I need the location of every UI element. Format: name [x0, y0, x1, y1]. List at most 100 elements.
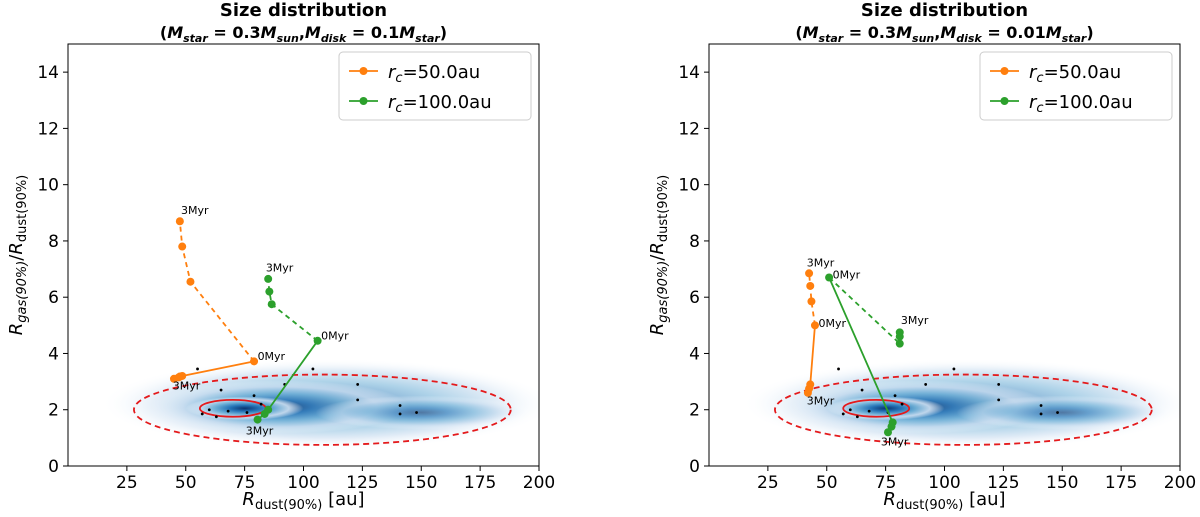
left-y-tick-label-12: 12 [37, 119, 59, 139]
left-data-dot-11 [200, 412, 204, 416]
left-green-dashed-line [267, 278, 319, 342]
right-x-tick-label-100: 100 [928, 473, 960, 493]
left-legend: rc=50.0au rc=100.0au [338, 51, 532, 121]
right-green-dashed-point-2 [895, 328, 904, 337]
left-green-dashed-point-1 [265, 287, 274, 296]
left-x-tick-label-175: 175 [464, 473, 496, 493]
right-y-tick-label-2: 2 [689, 401, 700, 421]
left-green-dashed-point-0 [267, 300, 276, 309]
right-green-dashed-line [828, 276, 901, 346]
right-orange-point-0 [810, 321, 819, 330]
left-y-tick-label-14: 14 [37, 63, 59, 83]
right-y-tick-label-6: 6 [689, 288, 700, 308]
left-data-dot-15 [311, 367, 315, 371]
right-x-tick-label-75: 75 [875, 473, 897, 493]
left-data-dot-13 [245, 411, 249, 414]
left-legend-marker-green [359, 97, 368, 105]
left-x-tick-label-100: 100 [287, 473, 319, 493]
left-y-tick-label-0: 0 [48, 457, 59, 477]
right-contour-solid [842, 398, 911, 418]
left-x-tick-label-75: 75 [234, 473, 256, 493]
right-data-dot-4 [997, 383, 1001, 386]
right-x-tick-label-50: 50 [816, 473, 838, 493]
right-data-dot-0 [837, 367, 840, 371]
right-y-tick-label-8: 8 [689, 232, 700, 252]
right-data-dot-2 [893, 394, 897, 398]
right-contour-dashed [774, 373, 1153, 446]
left-legend-label-green: rc=100.0au [388, 92, 492, 116]
left-orange-point-4 [175, 372, 184, 381]
left-x-tick-label-200: 200 [523, 473, 555, 493]
left-green-annotation-2: 3Myr [266, 261, 294, 274]
right-data-dot-1 [860, 388, 864, 392]
right-y-tick-label-12: 12 [678, 119, 700, 139]
left-green-point-2 [260, 409, 269, 418]
right-x-axis-label: Rdust(90%) [au] [883, 489, 1005, 513]
right-data-dot-5 [997, 398, 1001, 402]
right-green-annotation-2: 3Myr [901, 314, 929, 327]
left-density-blob-3 [315, 395, 528, 430]
left-x-axis-label: Rdust(90%) [au] [242, 489, 364, 513]
right-green-annotation-0: 0Myr [833, 269, 861, 282]
right-green-dashed-point-0 [895, 339, 904, 348]
left-y-tick-label-8: 8 [48, 232, 59, 252]
left-data-dot-9 [207, 408, 211, 412]
right-orange-annotation-1: 3Myr [807, 395, 835, 408]
right-x-tick-label-200: 200 [1164, 473, 1196, 493]
left-data-dot-0 [196, 367, 199, 371]
right-orange-dashed-point-1 [806, 281, 815, 290]
left-orange-dashed-point-2 [175, 217, 184, 226]
right-data-dot-7 [1039, 412, 1043, 416]
right-orange-dashed-point-2 [805, 269, 814, 278]
left-orange-annotation-2: 3Myr [181, 204, 209, 217]
right-y-tick-label-10: 10 [678, 176, 700, 196]
left-contour-dashed [133, 373, 512, 446]
right-data-dot-14 [900, 402, 904, 406]
left-orange-dashed-point-0 [186, 277, 195, 286]
left-x-tick-label-50: 50 [175, 473, 197, 493]
right-y-tick-label-0: 0 [689, 457, 700, 477]
left-x-tick-label-25: 25 [116, 473, 138, 493]
right-data-dot-12 [855, 415, 859, 419]
left-data-dot-14 [259, 402, 263, 406]
left-green-point-0 [313, 336, 322, 345]
right-green-annotation-1: 3Myr [881, 436, 909, 449]
left-chart-subtitle: (Mstar = 0.3Msun,Mdisk = 0.1Mstar) [160, 23, 447, 45]
left-data-dot-12 [214, 415, 218, 419]
left-green-point-3 [253, 415, 262, 424]
right-chart-panel: Size distribution (Mstar = 0.3Msun,Mdisk… [647, 0, 1196, 513]
left-green-annotation-1: 3Myr [246, 424, 274, 437]
right-y-tick-label-14: 14 [678, 63, 700, 83]
left-data-dot-4 [356, 383, 360, 386]
left-data-dot-7 [398, 412, 402, 416]
left-orange-dashed-point-1 [178, 242, 187, 251]
left-green-annotation-0: 0Myr [321, 329, 349, 342]
right-x-tick-label-150: 150 [1046, 473, 1078, 493]
right-green-point-0 [825, 273, 834, 282]
right-orange-dashed-point-0 [807, 297, 816, 306]
left-chart-panel: Size distribution (Mstar = 0.3Msun,Mdisk… [6, 0, 555, 513]
left-data-dot-10 [226, 409, 230, 413]
right-data-dot-8 [1056, 411, 1059, 414]
left-data-dot-1 [219, 388, 223, 392]
left-x-tick-label-125: 125 [346, 473, 378, 493]
right-x-tick-label-25: 25 [757, 473, 779, 493]
left-legend-label-orange: rc=50.0au [388, 62, 480, 86]
left-data-dot-6 [398, 404, 402, 407]
right-y-tick-label-4: 4 [689, 344, 700, 364]
left-y-tick-label-10: 10 [37, 176, 59, 196]
left-orange-annotation-0: 0Myr [258, 350, 286, 363]
left-y-axis-label: Rgas(90%)/Rdust(90%) [6, 175, 30, 336]
right-orange-dashed-line [808, 273, 816, 326]
left-legend-marker-orange [359, 67, 368, 75]
right-orange-point-3 [803, 388, 812, 397]
left-x-tick-label-150: 150 [405, 473, 437, 493]
right-data-dot-9 [848, 408, 852, 412]
left-orange-annotation-1: 3Myr [173, 379, 201, 392]
left-chart-title: Size distribution [220, 0, 387, 21]
right-data-dot-15 [952, 367, 956, 371]
right-x-tick-label-175: 175 [1105, 473, 1137, 493]
left-density-map [103, 359, 539, 450]
right-data-dot-10 [867, 409, 871, 413]
